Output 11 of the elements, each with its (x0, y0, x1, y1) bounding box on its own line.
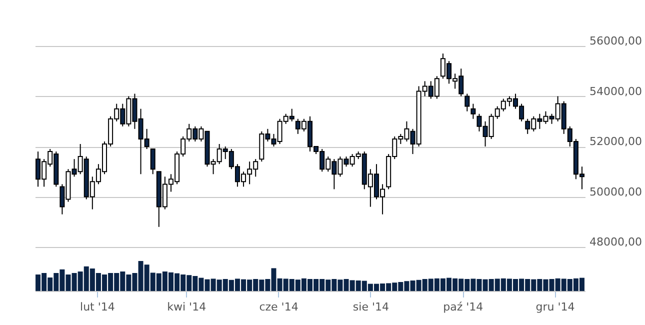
y-tick-label: 56000,00 (590, 34, 642, 48)
x-tick-label: cze '14 (259, 300, 298, 314)
y-tick-label: 52000,00 (590, 135, 642, 148)
x-tick-label: sie '14 (352, 300, 389, 314)
y-tick-label: 48000,00 (590, 236, 642, 248)
x-tick-label: kwi '14 (167, 300, 206, 314)
x-tick-label: paź '14 (443, 300, 484, 314)
y-tick-label: 50000,00 (590, 185, 642, 198)
x-tick-label: gru '14 (536, 300, 575, 314)
y-tick-label: 54000,00 (590, 84, 642, 98)
x-tick-label: lut '14 (80, 300, 115, 314)
